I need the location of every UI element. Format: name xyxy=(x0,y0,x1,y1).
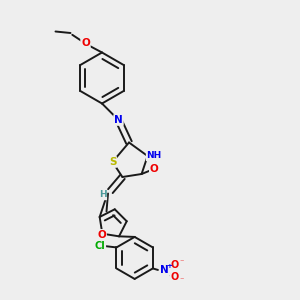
Text: O: O xyxy=(171,272,179,281)
Text: N: N xyxy=(160,265,169,275)
Text: ⁻: ⁻ xyxy=(179,275,184,284)
Text: O: O xyxy=(171,260,179,269)
Text: O: O xyxy=(81,38,90,49)
Text: O: O xyxy=(150,164,159,174)
Text: NH: NH xyxy=(147,152,162,160)
Text: H: H xyxy=(99,190,106,200)
Text: +: + xyxy=(166,263,172,269)
Text: O: O xyxy=(97,230,106,240)
Text: S: S xyxy=(109,157,116,167)
Text: ⁻: ⁻ xyxy=(179,258,184,267)
Text: N: N xyxy=(114,115,123,125)
Text: Cl: Cl xyxy=(94,241,105,251)
